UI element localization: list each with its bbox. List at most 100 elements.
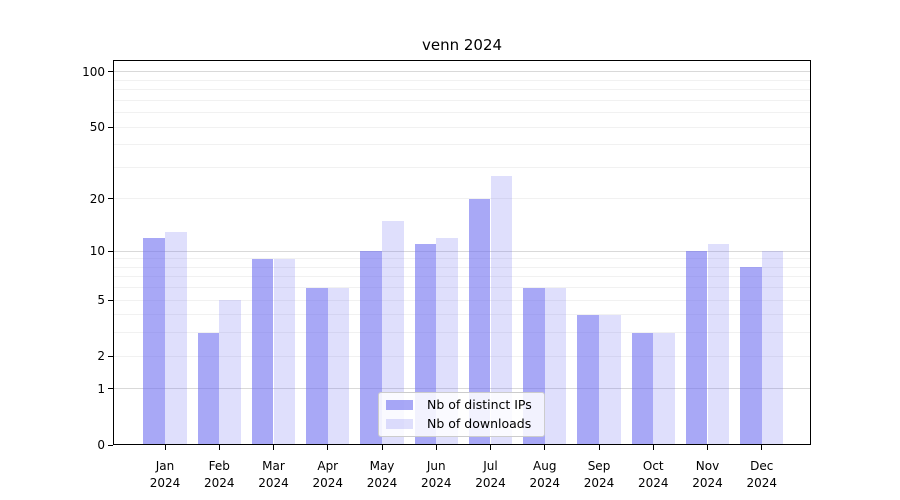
bar-downloads-jul [490, 175, 513, 445]
x-tick-label-year: 2024 [475, 476, 506, 490]
y-tick [108, 388, 113, 390]
x-tick [652, 445, 654, 450]
bar-downloads-nov [707, 244, 730, 445]
x-tick-label-month: Nov [695, 459, 720, 473]
x-tick [544, 445, 546, 450]
x-tick-label-month: Jul [483, 459, 498, 473]
legend-entry-downloads: Nb of downloads [386, 416, 537, 432]
legend-swatch-downloads [386, 419, 413, 429]
y-tick [108, 250, 113, 252]
y-tick [108, 355, 113, 357]
gridline-minor [114, 126, 810, 128]
bar-downloads-may [382, 220, 404, 445]
x-tick-label-month: Feb [208, 459, 230, 473]
gridline-minor [114, 166, 810, 168]
legend-swatch-distinct-ips [386, 400, 413, 410]
x-tick-label-month: Oct [642, 459, 664, 473]
x-tick-label-year: 2024 [203, 476, 235, 490]
gridline-minor [114, 89, 810, 91]
bar-distinct-ips-apr [306, 287, 328, 445]
gridline-minor [114, 299, 810, 301]
bar-downloads-oct [653, 332, 675, 445]
y-tick [108, 71, 113, 73]
x-tick [490, 445, 491, 450]
bar-downloads-dec [761, 251, 784, 445]
gridline-minor [114, 355, 810, 357]
gridline-minor [114, 198, 810, 200]
y-tick-label: 2 [97, 349, 105, 364]
gridline-minor [114, 287, 810, 289]
gridline-minor [114, 99, 810, 101]
bar-downloads-aug [544, 287, 567, 445]
x-tick-label-year: 2024 [692, 476, 723, 490]
legend-label-distinct-ips: Nb of distinct IPs [427, 397, 532, 412]
x-tick [761, 445, 763, 450]
gridline-minor [114, 112, 810, 114]
bar-distinct-ips-jul [468, 198, 491, 445]
x-tick [598, 445, 600, 450]
x-tick-label-year: 2024 [366, 476, 398, 490]
legend-entry-distinct-ips: Nb of distinct IPs [386, 397, 537, 413]
y-tick [108, 299, 113, 301]
x-tick-label-month: Apr [317, 459, 339, 473]
x-tick-label-year: 2024 [258, 476, 289, 490]
bar-downloads-feb [219, 300, 241, 445]
bar-distinct-ips-nov [685, 251, 708, 445]
gridline-minor [114, 314, 810, 316]
gridline-major [114, 250, 810, 252]
chart-title: venn 2024 [421, 36, 503, 54]
gridline-minor [114, 332, 810, 334]
gridline-minor [114, 266, 810, 268]
x-tick-label-month: May [369, 459, 395, 473]
bar-downloads-mar [273, 258, 296, 445]
bar-distinct-ips-dec [740, 267, 762, 445]
x-tick [218, 445, 220, 450]
legend-label-downloads: Nb of downloads [427, 416, 532, 431]
x-tick-label-year: 2024 [529, 476, 561, 490]
x-tick-label-year: 2024 [420, 476, 452, 490]
y-tick-label: 0 [97, 438, 105, 452]
bar-distinct-ips-jan [143, 237, 165, 445]
bar-downloads-sep [599, 314, 621, 445]
x-tick [164, 445, 166, 450]
x-tick-label-month: Mar [262, 459, 285, 473]
bar-distinct-ips-oct [631, 332, 654, 445]
gridline-major [114, 71, 810, 73]
y-tick-label: 50 [89, 120, 105, 135]
gridline-minor [114, 276, 810, 278]
x-tick-label-month: Dec [750, 459, 774, 473]
x-tick [327, 445, 329, 450]
x-tick-label-year: 2024 [746, 476, 778, 490]
x-tick-label-year: 2024 [583, 476, 615, 490]
x-tick-label-month: Aug [533, 459, 557, 473]
x-tick-label-year: 2024 [637, 476, 669, 490]
bar-distinct-ips-feb [197, 332, 220, 445]
gridline-minor [114, 79, 810, 81]
y-tick [108, 198, 113, 200]
gridline-minor [114, 258, 810, 260]
x-tick [707, 445, 708, 450]
y-tick-label: 100 [82, 64, 105, 79]
bar-distinct-ips-may [360, 251, 382, 445]
x-tick-label-month: Sep [587, 459, 611, 473]
x-tick [435, 445, 437, 450]
y-tick [108, 126, 113, 128]
bar-distinct-ips-sep [577, 314, 599, 445]
y-tick-label: 1 [97, 381, 105, 396]
y-tick-label: 5 [97, 293, 105, 308]
gridline-minor [114, 144, 810, 146]
x-tick [273, 445, 274, 450]
bar-distinct-ips-mar [251, 258, 274, 445]
x-tick-label-month: Jun [426, 459, 446, 473]
x-tick-label-year: 2024 [149, 476, 181, 490]
y-tick-label: 20 [89, 191, 105, 206]
x-tick [381, 445, 383, 450]
x-tick-label-month: Jan [155, 459, 175, 473]
gridline-major [114, 388, 810, 390]
y-tick [108, 444, 113, 446]
bar-downloads-apr [327, 287, 350, 445]
legend: Nb of distinct IPs Nb of downloads [378, 392, 545, 437]
x-tick-label-year: 2024 [312, 476, 344, 490]
bar-downloads-jan [165, 231, 187, 445]
